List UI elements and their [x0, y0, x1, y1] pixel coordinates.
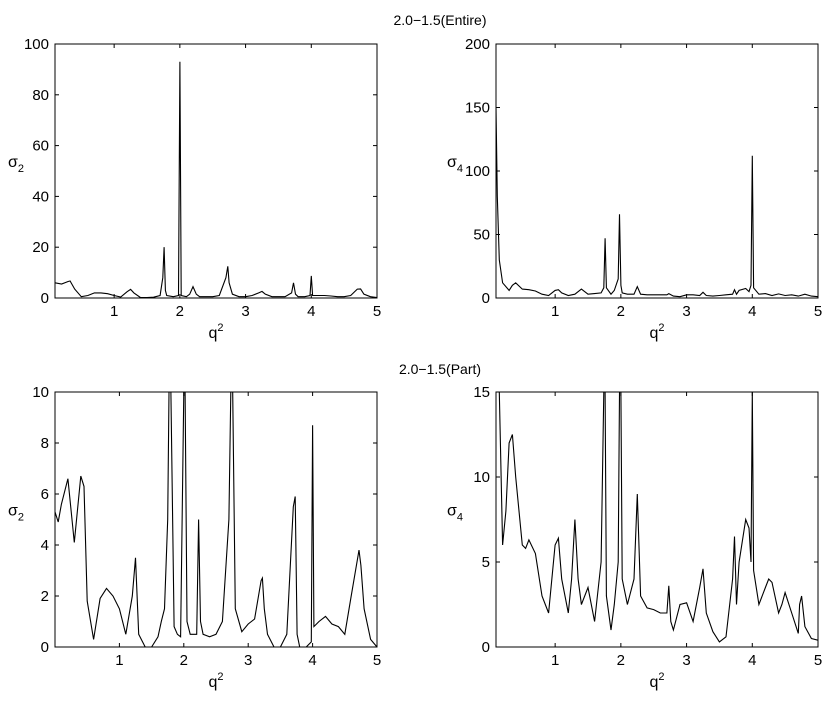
x-tick-label: 3 — [682, 652, 690, 669]
x-tick-label: 3 — [244, 652, 252, 669]
y-tick-label: 6 — [41, 486, 49, 503]
y-tick-label: 10 — [32, 384, 49, 401]
x-tick-label: 5 — [373, 303, 381, 320]
y-tick-label: 15 — [473, 384, 490, 401]
axes-box — [54, 43, 378, 299]
y-axis-label-subscript: 2 — [18, 512, 24, 524]
x-axis-label: q2 — [649, 671, 664, 691]
x-tick-label: 1 — [115, 652, 123, 669]
x-tick-label: 4 — [308, 652, 316, 669]
y-tick-label: 50 — [473, 227, 490, 244]
x-tick-label: 3 — [241, 303, 249, 320]
y-tick-label: 100 — [24, 36, 49, 53]
series-line — [496, 107, 818, 298]
y-axis-label-subscript: 2 — [18, 163, 24, 175]
x-tick-label: 2 — [617, 303, 625, 320]
x-tick-label: 4 — [307, 303, 315, 320]
x-axis-label: q2 — [208, 671, 223, 691]
y-tick-label: 60 — [32, 138, 49, 155]
y-axis-label-subscript: 4 — [457, 163, 463, 175]
y-axis-label: σ2 — [8, 503, 24, 524]
x-tick-label: 2 — [617, 652, 625, 669]
x-tick-label: 2 — [176, 303, 184, 320]
x-axis-label: q2 — [649, 322, 664, 342]
section-title-part: 2.0−1.5(Part) — [399, 361, 481, 377]
y-tick-label: 80 — [32, 87, 49, 104]
y-axis-label: σ4 — [447, 503, 463, 524]
y-tick-label: 0 — [41, 639, 49, 656]
y-tick-label: 2 — [41, 588, 49, 605]
x-axis-label: q2 — [208, 322, 223, 342]
y-axis-label: σ4 — [447, 154, 463, 175]
x-tick-label: 2 — [180, 652, 188, 669]
y-tick-label: 10 — [473, 469, 490, 486]
y-tick-label: 5 — [482, 554, 490, 571]
x-axis-label-superscript: 2 — [217, 671, 223, 683]
axes-box — [54, 391, 378, 648]
axes-box — [495, 43, 819, 299]
x-tick-label: 5 — [814, 303, 822, 320]
x-tick-label: 1 — [110, 303, 118, 320]
y-axis-label-subscript: 4 — [457, 512, 463, 524]
y-tick-label: 20 — [32, 239, 49, 256]
y-axis-label: σ2 — [8, 154, 24, 175]
x-tick-label: 1 — [551, 303, 559, 320]
series-line — [55, 61, 377, 298]
chart-panel-top-left: 1 2 3 4 5 0 20 40 60 80 100 q2 σ2 — [8, 36, 381, 342]
x-tick-label: 1 — [551, 652, 559, 669]
y-tick-label: 0 — [482, 290, 490, 307]
x-tick-label: 4 — [748, 303, 756, 320]
y-tick-label: 0 — [482, 639, 490, 656]
y-tick-label: 40 — [32, 188, 49, 205]
axes-box — [495, 391, 819, 648]
x-tick-label: 5 — [814, 652, 822, 669]
chart-panel-bottom-left: 1 2 3 4 5 0 2 4 6 8 10 q2 σ2 — [8, 384, 381, 691]
y-tick-label: 100 — [465, 163, 490, 180]
x-axis-label-superscript: 2 — [658, 322, 664, 334]
y-tick-label: 8 — [41, 435, 49, 452]
x-axis-label-superscript: 2 — [217, 322, 223, 334]
y-tick-label: 0 — [41, 290, 49, 307]
x-axis-label-superscript: 2 — [658, 671, 664, 683]
x-tick-label: 5 — [373, 652, 381, 669]
y-tick-label: 200 — [465, 36, 490, 53]
y-tick-label: 4 — [41, 537, 49, 554]
series-line — [55, 392, 377, 647]
series-line — [496, 392, 818, 643]
x-tick-label: 3 — [682, 303, 690, 320]
y-tick-label: 150 — [465, 100, 490, 117]
chart-panel-bottom-right: 1 2 3 4 5 0 5 10 15 q2 σ4 — [447, 384, 822, 691]
section-title-entire: 2.0−1.5(Entire) — [394, 12, 487, 28]
x-tick-label: 4 — [748, 652, 756, 669]
